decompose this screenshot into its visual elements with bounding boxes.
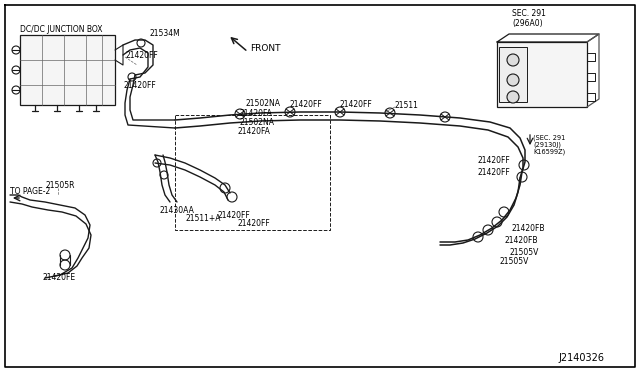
Text: 21505V: 21505V xyxy=(510,247,540,257)
Text: 21502NA: 21502NA xyxy=(240,118,275,126)
Text: 21505R: 21505R xyxy=(45,180,74,189)
Text: 21420FF: 21420FF xyxy=(478,167,511,176)
Text: 21420FF: 21420FF xyxy=(125,51,157,60)
Text: DC/DC JUNCTION BOX: DC/DC JUNCTION BOX xyxy=(20,25,102,33)
Text: 21420FB: 21420FB xyxy=(505,235,538,244)
Text: 21420FF: 21420FF xyxy=(123,80,156,90)
Text: TO PAGE-2: TO PAGE-2 xyxy=(10,186,51,196)
Text: SEC. 291
(296A0): SEC. 291 (296A0) xyxy=(512,9,546,28)
Text: 21420FF: 21420FF xyxy=(290,99,323,109)
Text: 21420FB: 21420FB xyxy=(512,224,545,232)
Text: 21420FA: 21420FA xyxy=(238,126,271,135)
FancyBboxPatch shape xyxy=(20,35,115,105)
Text: 21505V: 21505V xyxy=(500,257,529,266)
Text: 21420FF: 21420FF xyxy=(238,218,271,228)
Circle shape xyxy=(507,74,519,86)
FancyBboxPatch shape xyxy=(499,47,527,102)
Text: J2140326: J2140326 xyxy=(558,353,604,363)
Text: (SEC. 291: (SEC. 291 xyxy=(533,135,565,141)
Text: K16599Z): K16599Z) xyxy=(533,149,565,155)
Text: 21420FE: 21420FE xyxy=(42,273,75,282)
Text: 21420FF: 21420FF xyxy=(218,211,251,219)
Text: 21511+A: 21511+A xyxy=(185,214,221,222)
Text: (29130J): (29130J) xyxy=(533,142,561,148)
Text: 21420FA: 21420FA xyxy=(240,109,273,118)
Text: 21502NA: 21502NA xyxy=(245,99,280,108)
Text: 21420FF: 21420FF xyxy=(478,155,511,164)
Circle shape xyxy=(507,91,519,103)
Text: FRONT: FRONT xyxy=(250,44,280,52)
Circle shape xyxy=(507,54,519,66)
Text: 21511: 21511 xyxy=(395,100,419,109)
Text: 21420FF: 21420FF xyxy=(340,99,372,109)
Text: 21430AA: 21430AA xyxy=(160,205,195,215)
Text: 21534M: 21534M xyxy=(150,29,180,38)
FancyBboxPatch shape xyxy=(497,42,587,107)
